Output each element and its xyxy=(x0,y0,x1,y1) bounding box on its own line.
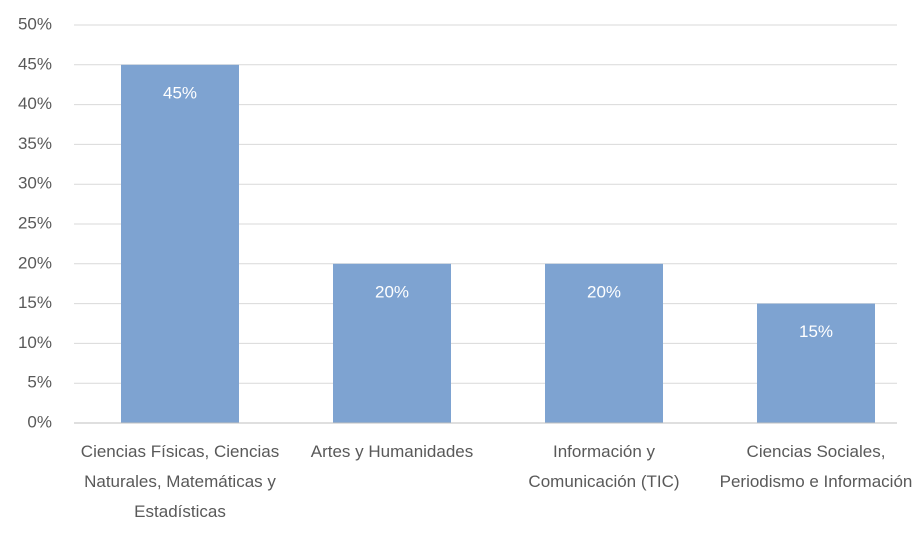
bar xyxy=(757,303,875,423)
x-tick-label: Ciencias Sociales, Periodismo e Informac… xyxy=(719,442,913,491)
value-label: 45% xyxy=(163,83,197,102)
y-tick-label: 35% xyxy=(18,134,52,153)
x-tick-label: Ciencias Físicas, Ciencias Naturales, Ma… xyxy=(80,442,280,521)
bar xyxy=(333,263,451,423)
y-tick-label: 10% xyxy=(18,333,52,352)
value-label: 20% xyxy=(587,282,621,301)
bar xyxy=(121,64,239,424)
y-tick-label: 0% xyxy=(27,412,52,431)
value-label: 15% xyxy=(799,322,833,341)
y-tick-label: 45% xyxy=(18,54,52,73)
value-label: 20% xyxy=(375,282,409,301)
y-tick-label: 40% xyxy=(18,94,52,113)
y-tick-label: 5% xyxy=(27,373,52,392)
x-tick-label: Artes y Humanidades xyxy=(310,442,474,461)
y-tick-label: 50% xyxy=(18,14,52,33)
y-tick-label: 30% xyxy=(18,174,52,193)
y-tick-label: 25% xyxy=(18,213,52,232)
bar xyxy=(545,263,663,423)
y-tick-label: 15% xyxy=(18,293,52,312)
x-tick-label: Información y Comunicación (TIC) xyxy=(528,442,680,491)
y-tick-label: 20% xyxy=(18,253,52,272)
